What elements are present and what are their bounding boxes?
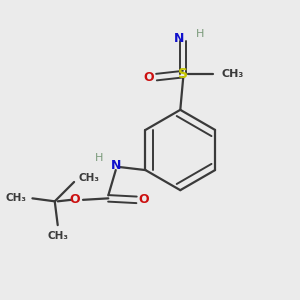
Text: N: N: [174, 32, 184, 45]
Text: H: H: [95, 153, 103, 163]
Text: CH₃: CH₃: [222, 69, 244, 79]
Text: O: O: [144, 70, 154, 84]
Text: CH₃: CH₃: [47, 231, 68, 241]
Text: CH₃: CH₃: [5, 194, 26, 203]
Text: N: N: [111, 159, 121, 172]
Text: S: S: [178, 67, 188, 81]
Text: CH₃: CH₃: [79, 172, 100, 182]
Text: O: O: [139, 193, 149, 206]
Text: O: O: [69, 193, 80, 206]
Text: H: H: [195, 29, 204, 39]
